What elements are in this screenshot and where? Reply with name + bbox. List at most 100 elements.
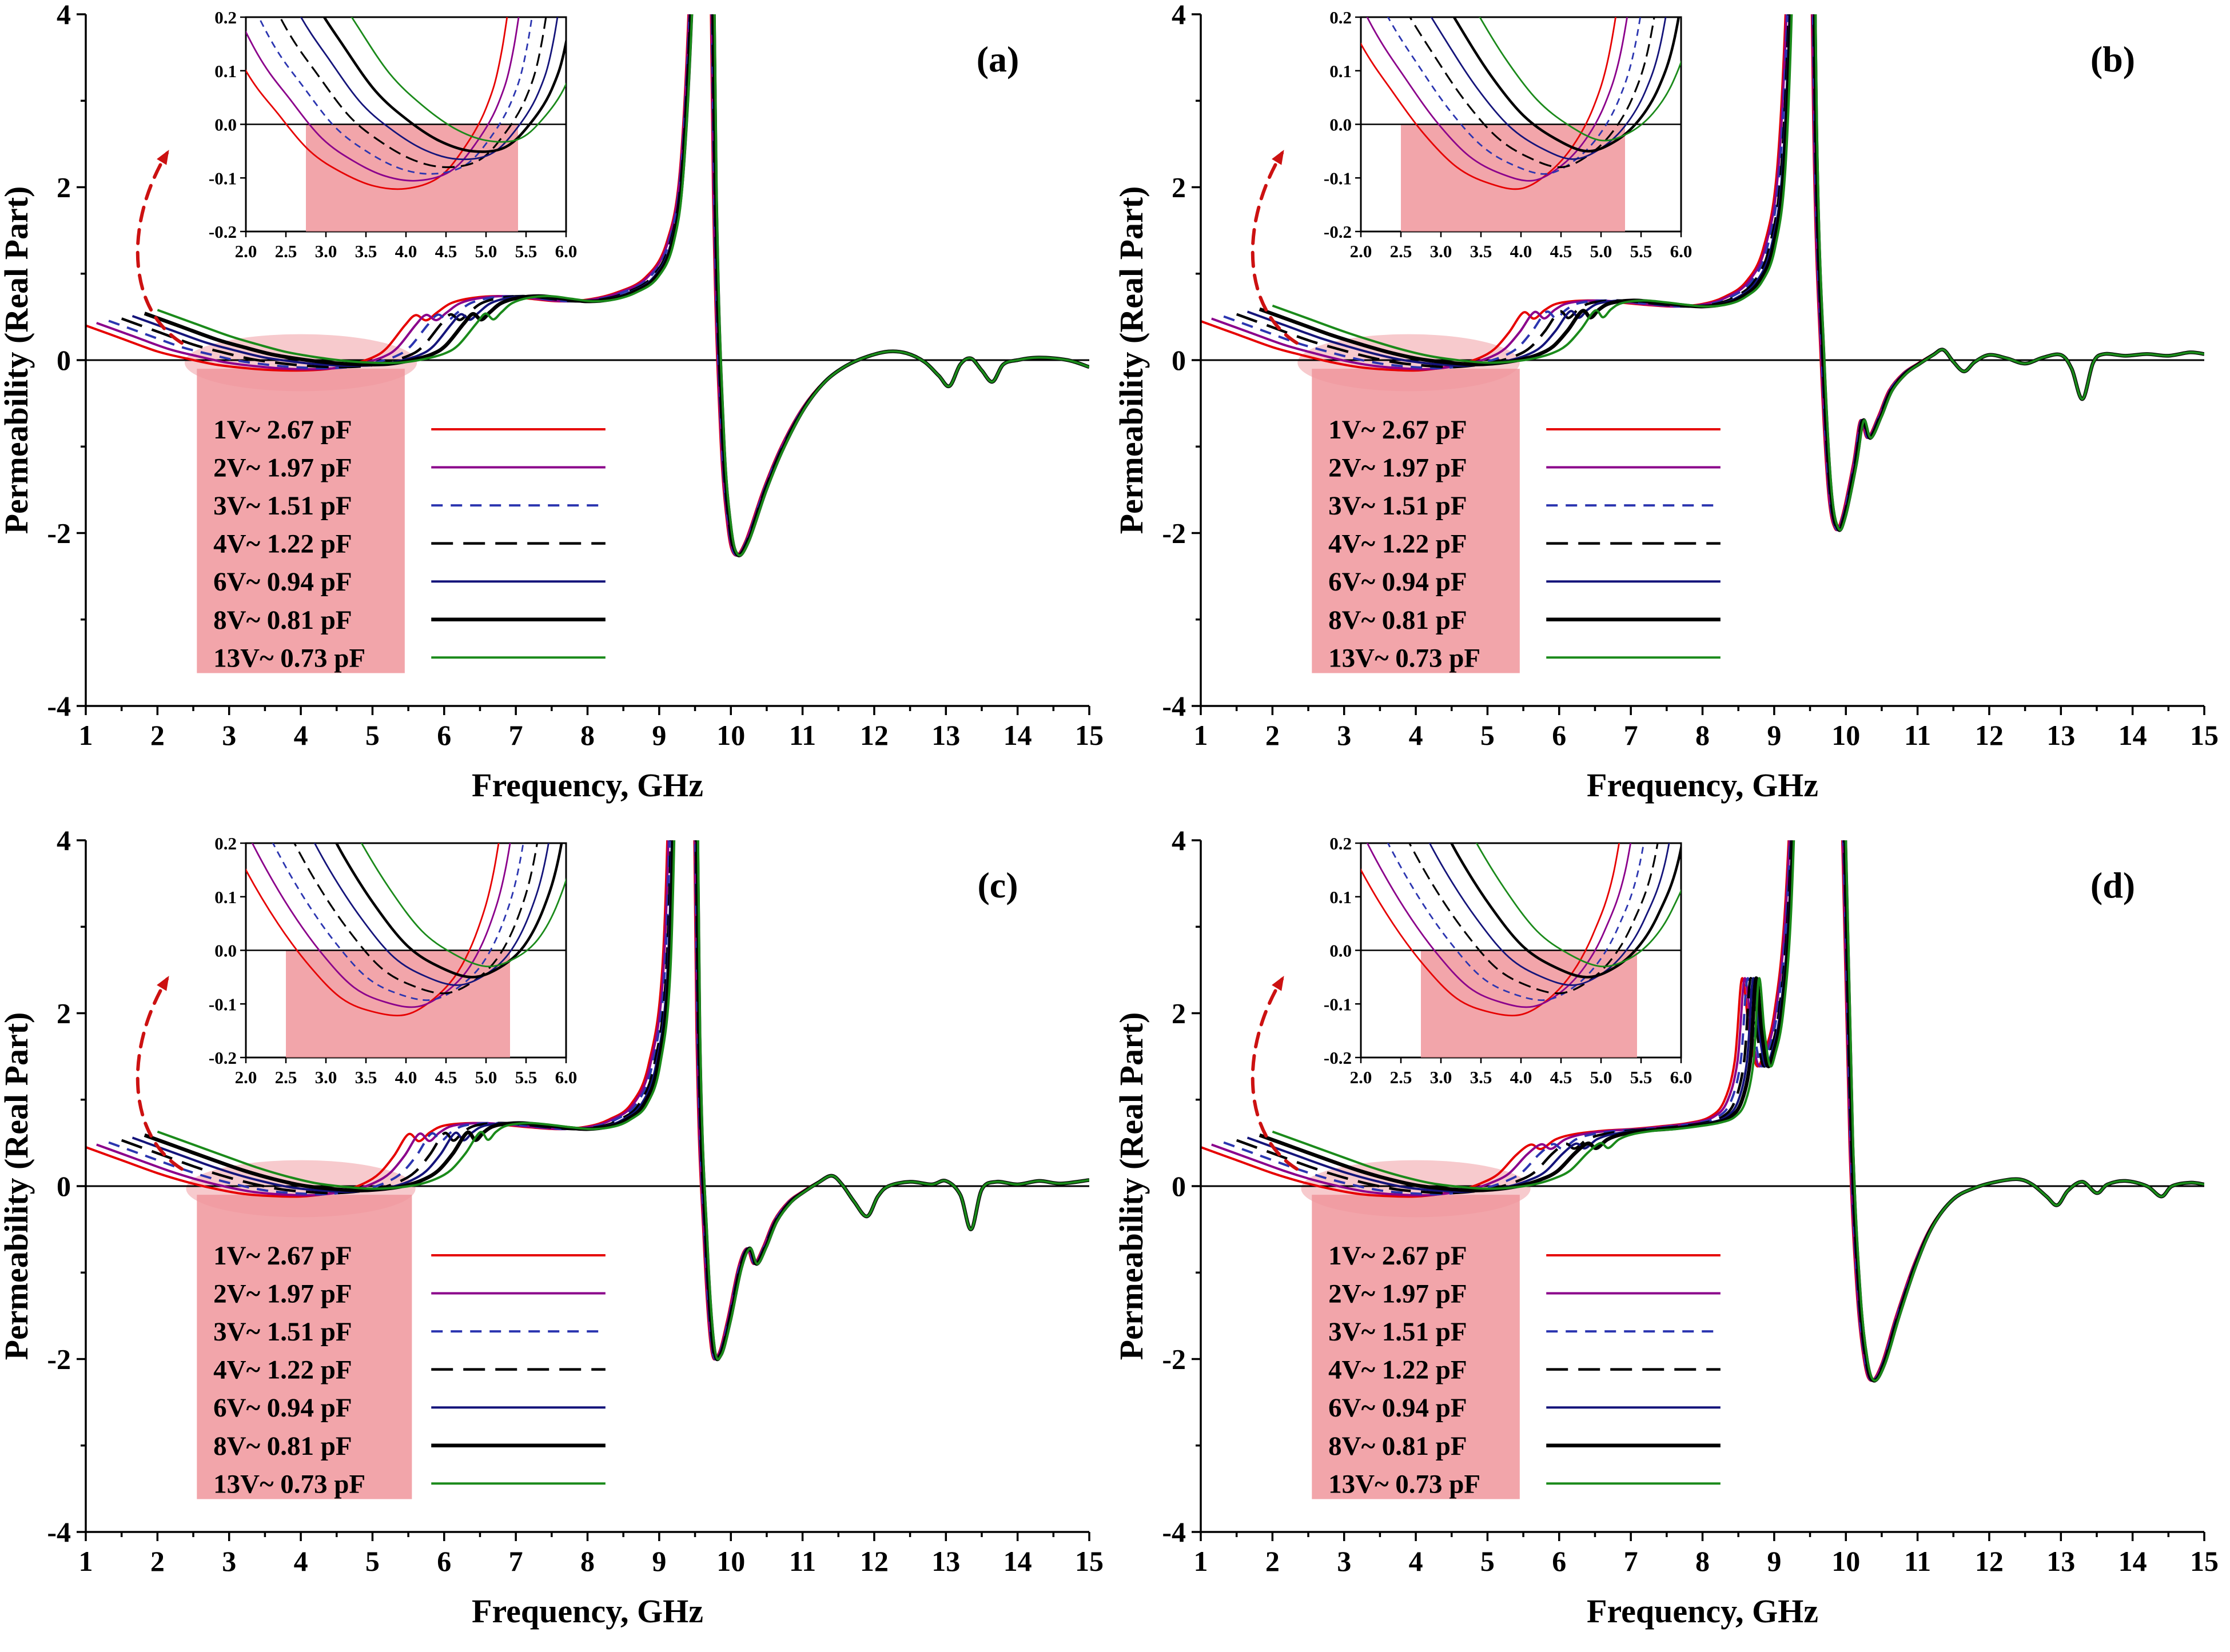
svg-text:4.0: 4.0 bbox=[395, 1067, 417, 1087]
svg-text:-0.1: -0.1 bbox=[1324, 994, 1352, 1014]
svg-text:0.0: 0.0 bbox=[214, 115, 237, 135]
svg-text:4.5: 4.5 bbox=[435, 241, 457, 261]
svg-text:-0.2: -0.2 bbox=[209, 222, 237, 242]
svg-text:4: 4 bbox=[57, 0, 71, 30]
legend-label: 4V~ 1.22 pF bbox=[1328, 1355, 1467, 1385]
svg-text:14: 14 bbox=[2118, 719, 2147, 751]
svg-text:5: 5 bbox=[1480, 1545, 1495, 1577]
svg-text:4.0: 4.0 bbox=[1510, 241, 1532, 261]
svg-text:7: 7 bbox=[509, 1545, 523, 1577]
svg-text:6: 6 bbox=[437, 719, 451, 751]
svg-text:3: 3 bbox=[222, 719, 236, 751]
svg-text:2.0: 2.0 bbox=[235, 241, 257, 261]
svg-text:14: 14 bbox=[2118, 1545, 2147, 1577]
svg-text:13: 13 bbox=[2046, 1545, 2075, 1577]
svg-text:8: 8 bbox=[1695, 1545, 1710, 1577]
svg-text:0.1: 0.1 bbox=[1329, 887, 1352, 907]
svg-text:12: 12 bbox=[1975, 719, 2004, 751]
svg-text:5.5: 5.5 bbox=[515, 1067, 537, 1087]
svg-text:2.5: 2.5 bbox=[275, 1067, 297, 1087]
svg-text:2: 2 bbox=[150, 719, 165, 751]
svg-text:0.2: 0.2 bbox=[1329, 833, 1352, 853]
legend-label: 3V~ 1.51 pF bbox=[213, 491, 352, 521]
svg-text:2: 2 bbox=[1265, 1545, 1280, 1577]
svg-text:3: 3 bbox=[222, 1545, 236, 1577]
svg-text:2: 2 bbox=[150, 1545, 165, 1577]
panel-a: 1 2 3 4 5 6 7 8 9 10 11 12 13 14 15 4 2 0 -2 -4 Frequency, G… bbox=[0, 0, 1115, 826]
svg-text:2.5: 2.5 bbox=[1390, 1067, 1412, 1087]
svg-text:2: 2 bbox=[57, 171, 71, 203]
x-axis-title: Frequency, GHz bbox=[472, 1593, 703, 1630]
svg-text:14: 14 bbox=[1003, 1545, 1032, 1577]
svg-text:9: 9 bbox=[1767, 719, 1781, 751]
legend: 1V~ 2.67 pF 2V~ 1.97 pF 3V~ 1.51 pF 4V~ 1.2… bbox=[1328, 415, 1721, 673]
svg-text:-0.2: -0.2 bbox=[209, 1048, 237, 1068]
svg-text:3.0: 3.0 bbox=[315, 1067, 337, 1087]
series-curve bbox=[1272, 840, 2204, 1382]
highlight-rect bbox=[1312, 369, 1520, 673]
inset-highlight-rect bbox=[306, 124, 518, 232]
legend-label: 2V~ 1.97 pF bbox=[1328, 1279, 1467, 1309]
svg-text:6.0: 6.0 bbox=[555, 1067, 578, 1087]
svg-text:-2: -2 bbox=[47, 517, 71, 549]
highlight-region bbox=[186, 1160, 416, 1499]
legend-label: 2V~ 1.97 pF bbox=[213, 453, 352, 483]
legend-label: 6V~ 0.94 pF bbox=[213, 1393, 352, 1423]
legend-label: 13V~ 0.73 pF bbox=[1328, 643, 1480, 673]
panel-letter: (d) bbox=[2090, 865, 2135, 905]
svg-text:11: 11 bbox=[1904, 1545, 1931, 1577]
inset-pointer-arrow-icon bbox=[1251, 976, 1299, 1171]
curves bbox=[1201, 840, 2204, 1383]
svg-text:-4: -4 bbox=[1162, 690, 1186, 722]
svg-text:0.0: 0.0 bbox=[214, 941, 237, 961]
svg-text:10: 10 bbox=[716, 1545, 745, 1577]
panel-letter: (a) bbox=[977, 39, 1020, 79]
svg-text:13: 13 bbox=[931, 1545, 960, 1577]
curves bbox=[1201, 14, 2204, 532]
legend-label: 3V~ 1.51 pF bbox=[213, 1317, 352, 1347]
svg-text:4: 4 bbox=[294, 1545, 308, 1577]
svg-text:3.5: 3.5 bbox=[355, 1067, 377, 1087]
svg-text:4: 4 bbox=[57, 826, 71, 856]
legend-label: 8V~ 0.81 pF bbox=[213, 1431, 352, 1461]
svg-text:0.1: 0.1 bbox=[1329, 61, 1352, 81]
svg-text:4.5: 4.5 bbox=[435, 1067, 457, 1087]
svg-text:-0.1: -0.1 bbox=[209, 994, 237, 1014]
panel-c: 1 2 3 4 5 6 7 8 9 10 11 12 13 14 15 4 2 0 -2 -4 Frequency, G… bbox=[0, 826, 1115, 1652]
svg-text:-2: -2 bbox=[47, 1343, 71, 1375]
svg-text:7: 7 bbox=[509, 719, 523, 751]
svg-text:15: 15 bbox=[1075, 719, 1104, 751]
axes bbox=[1192, 13, 2205, 715]
legend: 1V~ 2.67 pF 2V~ 1.97 pF 3V~ 1.51 pF 4V~ 1.2… bbox=[1328, 1241, 1721, 1499]
svg-text:-0.1: -0.1 bbox=[209, 168, 237, 188]
svg-text:3: 3 bbox=[1337, 719, 1351, 751]
x-axis-title: Frequency, GHz bbox=[1587, 1593, 1818, 1630]
svg-text:-0.2: -0.2 bbox=[1324, 1048, 1352, 1068]
svg-text:5: 5 bbox=[365, 1545, 380, 1577]
svg-text:8: 8 bbox=[580, 719, 595, 751]
svg-text:3.5: 3.5 bbox=[1470, 1067, 1492, 1087]
svg-text:3.0: 3.0 bbox=[1430, 241, 1452, 261]
svg-text:0.2: 0.2 bbox=[214, 833, 237, 853]
svg-text:-4: -4 bbox=[47, 1516, 71, 1548]
svg-text:4: 4 bbox=[294, 719, 308, 751]
panel-letter: (b) bbox=[2090, 39, 2135, 79]
svg-text:0.1: 0.1 bbox=[214, 61, 237, 81]
inset-highlight-rect bbox=[1421, 950, 1637, 1058]
svg-text:12: 12 bbox=[1975, 1545, 2004, 1577]
legend-label: 2V~ 1.97 pF bbox=[213, 1279, 352, 1309]
series-curve bbox=[157, 840, 1089, 1360]
svg-text:12: 12 bbox=[860, 719, 889, 751]
legend-label: 2V~ 1.97 pF bbox=[1328, 453, 1467, 483]
svg-text:1: 1 bbox=[1194, 1545, 1208, 1577]
svg-text:9: 9 bbox=[1767, 1545, 1781, 1577]
svg-text:3.0: 3.0 bbox=[315, 241, 337, 261]
svg-text:2: 2 bbox=[1172, 997, 1186, 1029]
svg-text:-4: -4 bbox=[47, 690, 71, 722]
svg-text:-2: -2 bbox=[1162, 517, 1186, 549]
svg-text:6: 6 bbox=[1552, 719, 1566, 751]
svg-text:14: 14 bbox=[1003, 719, 1032, 751]
